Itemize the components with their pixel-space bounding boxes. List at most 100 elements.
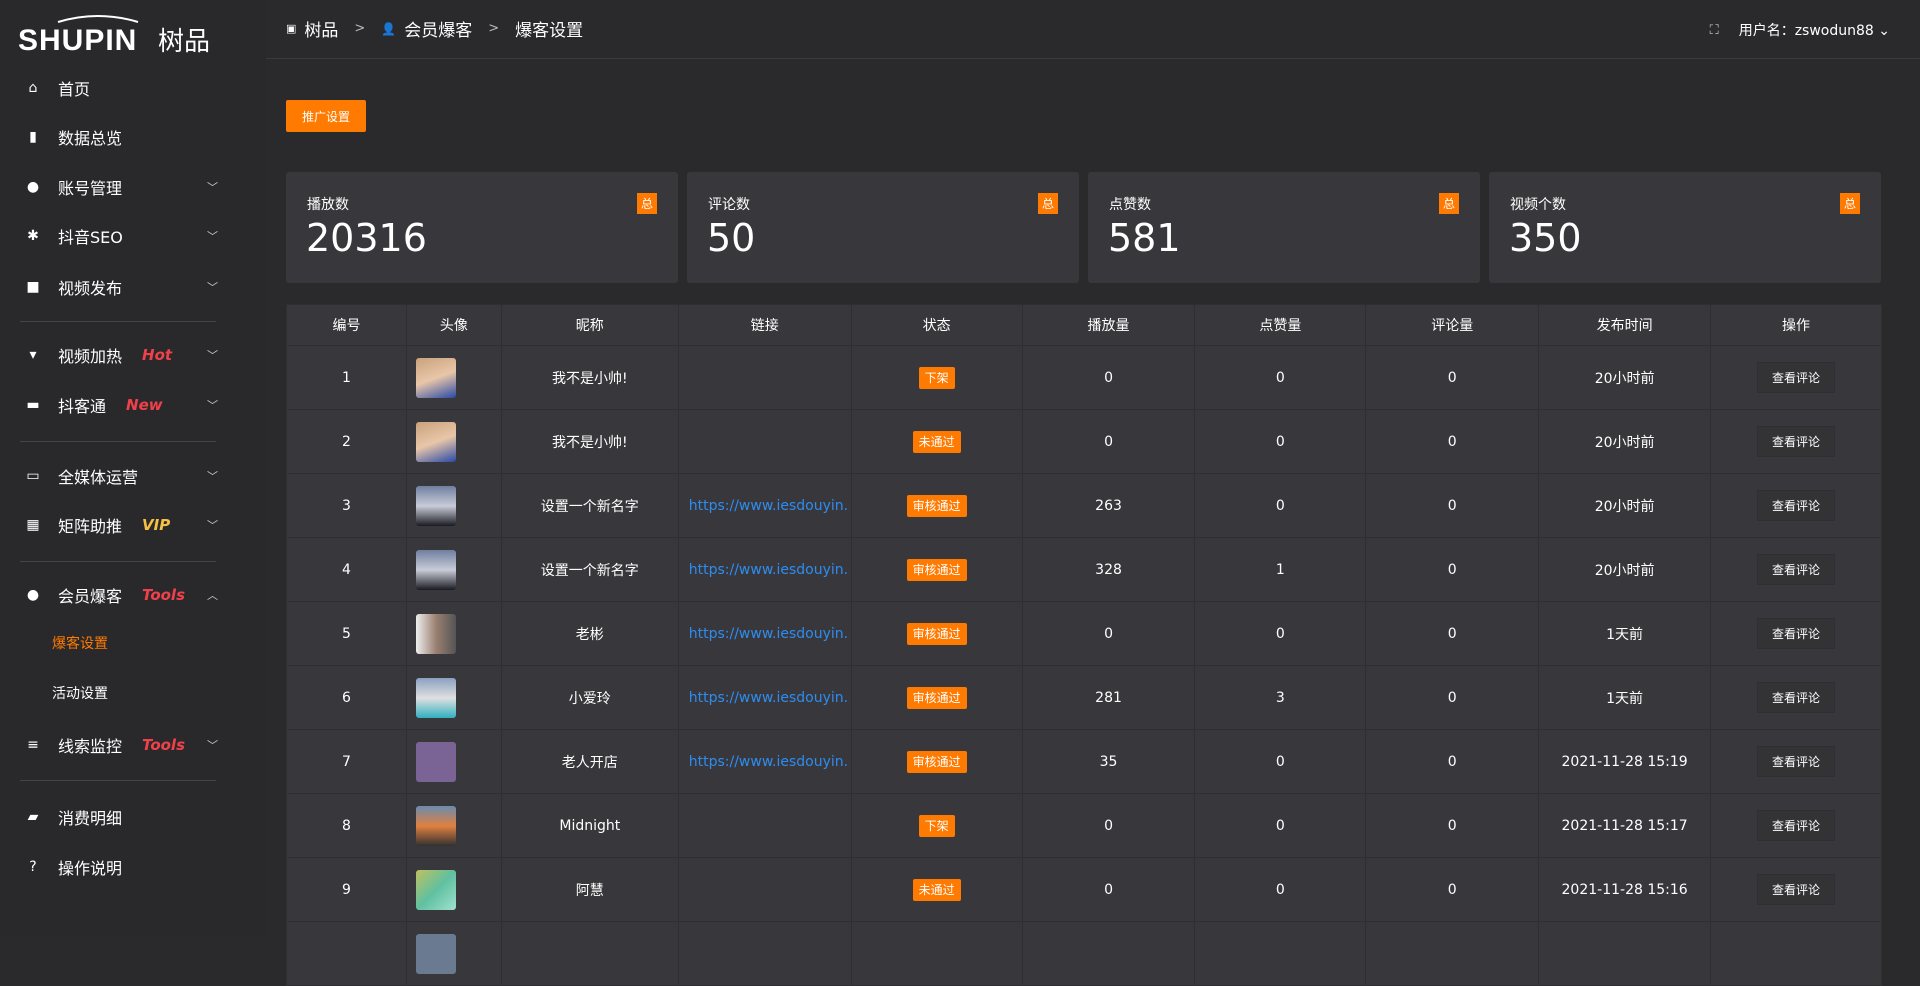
- cell-action: 查看评论: [1710, 857, 1882, 922]
- grid-icon: ▦: [26, 517, 40, 533]
- wallet-icon: ▰: [27, 809, 39, 825]
- sidebar-item-label: 账号管理: [58, 179, 123, 198]
- cell-avatar: [405, 665, 502, 730]
- image-icon: ▣: [286, 22, 297, 35]
- sidebar-item[interactable]: ✱ 抖音SEO ﹀: [0, 216, 240, 256]
- view-comments-button[interactable]: 查看评论: [1757, 618, 1836, 649]
- sidebar-item[interactable]: ▮ 数据总览: [0, 117, 240, 157]
- chevron-down-icon: ﹀: [207, 181, 218, 194]
- cell-plays: 0: [1021, 409, 1196, 474]
- avatar: [415, 485, 456, 526]
- cell-action: 查看评论: [1710, 665, 1882, 730]
- view-comments-button[interactable]: 查看评论: [1757, 426, 1836, 457]
- total-badge: 总: [1839, 193, 1860, 214]
- table-row: [286, 921, 1882, 986]
- chevron-down-icon: ﹀: [207, 349, 218, 362]
- cell-likes: 0: [1194, 409, 1367, 474]
- cell-status: 下架: [850, 345, 1023, 410]
- cell-avatar: [405, 345, 502, 410]
- sidebar-subitem[interactable]: 爆客设置: [52, 636, 108, 652]
- video-link[interactable]: https://www.iesdouyin.c: [688, 561, 849, 578]
- view-comments-button[interactable]: 查看评论: [1757, 682, 1836, 713]
- cell-nickname: 设置一个新名字: [500, 537, 679, 602]
- video-link[interactable]: https://www.iesdouyin.c: [688, 497, 849, 514]
- cell-id: 6: [286, 665, 407, 730]
- sidebar-divider: [20, 441, 216, 442]
- cell-avatar: [405, 601, 502, 666]
- cell-nickname: 老彬: [500, 601, 679, 666]
- sidebar-item-label: 全媒体运营: [58, 468, 139, 487]
- sidebar-item[interactable]: ▰ 消费明细: [0, 797, 240, 837]
- video-link[interactable]: https://www.iesdouyin.c: [688, 753, 849, 770]
- video-link[interactable]: https://www.iesdouyin.c: [688, 689, 849, 706]
- cell-likes: 0: [1194, 729, 1367, 794]
- sidebar-divider: [20, 561, 216, 562]
- cell-id: 5: [286, 601, 407, 666]
- sidebar-item-label: 线索监控: [58, 737, 123, 756]
- status-badge: 审核通过: [906, 559, 967, 581]
- cell-likes: 0: [1194, 473, 1367, 538]
- sidebar-item[interactable]: ● 账号管理 ﹀: [0, 167, 240, 207]
- cell-avatar: [405, 729, 502, 794]
- cell-link: [677, 409, 852, 474]
- stat-label: 视频个数: [1510, 197, 1566, 213]
- sidebar-subitem[interactable]: 活动设置: [52, 686, 108, 702]
- status-badge: 审核通过: [906, 495, 967, 517]
- view-comments-button[interactable]: 查看评论: [1757, 810, 1836, 841]
- avatar: [415, 549, 456, 590]
- view-comments-button[interactable]: 查看评论: [1757, 362, 1836, 393]
- view-comments-button[interactable]: 查看评论: [1757, 874, 1836, 905]
- view-comments-button[interactable]: 查看评论: [1757, 490, 1836, 521]
- sidebar-item[interactable]: ⌂ 首页: [0, 68, 240, 108]
- sidebar-item[interactable]: ≡ 线索监控 Tools ﹀: [0, 725, 240, 765]
- view-comments-button[interactable]: 查看评论: [1757, 746, 1836, 777]
- cell-avatar: [405, 409, 502, 474]
- data-table: 编号 头像 昵称 链接 状态 播放量 点赞量 评论量 发布时间 操作 1 我不是小帅! 下架 0 …: [286, 304, 1882, 986]
- breadcrumb: ▣ 树品 > 👤 会员爆客 > 爆客设置: [286, 16, 583, 41]
- view-comments-button[interactable]: 查看评论: [1757, 554, 1836, 585]
- sidebar-item[interactable]: ▭ 全媒体运营 ﹀: [0, 456, 240, 496]
- fullscreen-icon[interactable]: ⛶: [1709, 22, 1719, 38]
- stat-card: 视频个数 350 总: [1489, 172, 1881, 283]
- column-header: 操作: [1710, 304, 1882, 346]
- table-row: 6 小爱玲 https://www.iesdouyin.c 审核通过 281 3…: [286, 665, 1882, 730]
- table-row: 1 我不是小帅! 下架 0 0 0 20小时前 查看评论: [286, 345, 1882, 410]
- cell-avatar: [405, 473, 502, 538]
- cell-likes: 0: [1194, 793, 1367, 858]
- cell-time: 20小时前: [1538, 473, 1712, 538]
- stat-label: 点赞数: [1109, 197, 1151, 213]
- total-badge: 总: [1438, 193, 1459, 214]
- stat-value: 20316: [306, 216, 427, 260]
- column-header: 点赞量: [1194, 304, 1367, 346]
- monitor-icon: ▭: [26, 468, 40, 484]
- chat-icon: ▬: [26, 397, 40, 413]
- status-badge: 未通过: [912, 879, 961, 901]
- cell-link: https://www.iesdouyin.c: [677, 473, 852, 538]
- video-link[interactable]: https://www.iesdouyin.c: [688, 625, 849, 642]
- breadcrumb-item[interactable]: 树品: [304, 21, 339, 41]
- video-camera-icon: ■: [26, 279, 40, 295]
- sidebar-item[interactable]: ? 操作说明: [0, 847, 240, 887]
- sidebar-item[interactable]: ▾ 视频加热 Hot ﹀: [0, 335, 240, 375]
- chevron-down-icon: ﹀: [207, 739, 218, 752]
- table-cell: [1538, 921, 1712, 986]
- sidebar-item[interactable]: ■ 视频发布 ﹀: [0, 267, 240, 307]
- table-cell: [1365, 921, 1540, 986]
- user-menu[interactable]: 用户名：zswodun88 ⌄: [1739, 20, 1890, 40]
- sidebar-item[interactable]: ▦ 矩阵助推 VIP ﹀: [0, 505, 240, 545]
- sidebar-item[interactable]: ▬ 抖客通 New ﹀: [0, 385, 240, 425]
- table-cell: [850, 921, 1023, 986]
- sidebar-item-label: 视频发布: [58, 279, 123, 298]
- cell-link: [677, 793, 852, 858]
- avatar: [415, 421, 456, 462]
- bar-chart-icon: ▮: [29, 129, 37, 145]
- avatar: [415, 805, 456, 846]
- sidebar-item[interactable]: ● 会员爆客 Tools ︿: [0, 575, 240, 615]
- table-row: 5 老彬 https://www.iesdouyin.c 审核通过 0 0 0 …: [286, 601, 1882, 666]
- breadcrumb-item[interactable]: 会员爆客: [404, 21, 473, 41]
- cell-comments: 0: [1365, 537, 1540, 602]
- promo-settings-button[interactable]: 推广设置: [286, 100, 366, 132]
- cell-link: https://www.iesdouyin.c: [677, 601, 852, 666]
- cell-avatar: [405, 921, 502, 986]
- table-cell: [1710, 921, 1882, 986]
